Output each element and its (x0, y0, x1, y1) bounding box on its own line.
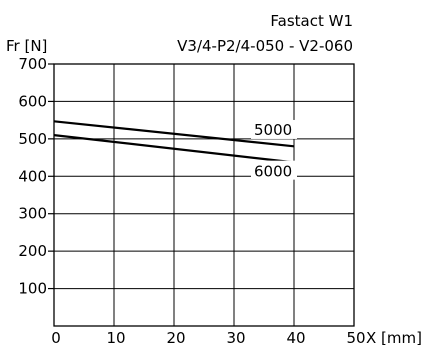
series-line-6000 (53, 134, 295, 164)
series-labels: 5000 6000 (251, 119, 297, 181)
x-tick-label: 40 (286, 329, 305, 347)
y-tick-label: 600 (18, 92, 47, 110)
y-tick-label: 500 (18, 130, 47, 148)
grid (48, 63, 355, 327)
x-tick-label: 30 (226, 329, 245, 347)
series-label-6000: 6000 (254, 163, 292, 181)
y-axis-label: Fr [N] (6, 37, 47, 55)
series-label-background (251, 160, 297, 180)
series-label-5000: 5000 (254, 121, 292, 139)
y-tick-label: 100 (18, 280, 47, 298)
series-label-background (251, 119, 297, 139)
chart-title: Fastact W1 (270, 12, 353, 30)
series-lines (53, 120, 295, 164)
x-axis-label: X [mm] (366, 329, 422, 347)
series-line-5000 (53, 120, 295, 148)
x-tick-label: 10 (106, 329, 125, 347)
x-tick-label: 0 (51, 329, 61, 347)
tick-labels: 0 10 20 30 40 50 100 200 300 400 500 600 700 (18, 55, 365, 347)
y-tick-label: 700 (18, 55, 47, 73)
plot-frame (53, 63, 355, 327)
y-tick-label: 400 (18, 167, 47, 185)
chart-subtitle: V3/4-P2/4-050 - V2-060 (177, 37, 353, 55)
x-tick-label: 50 (346, 329, 365, 347)
y-tick-label: 200 (18, 242, 47, 260)
x-tick-label: 20 (166, 329, 185, 347)
y-tick-label: 300 (18, 205, 47, 223)
